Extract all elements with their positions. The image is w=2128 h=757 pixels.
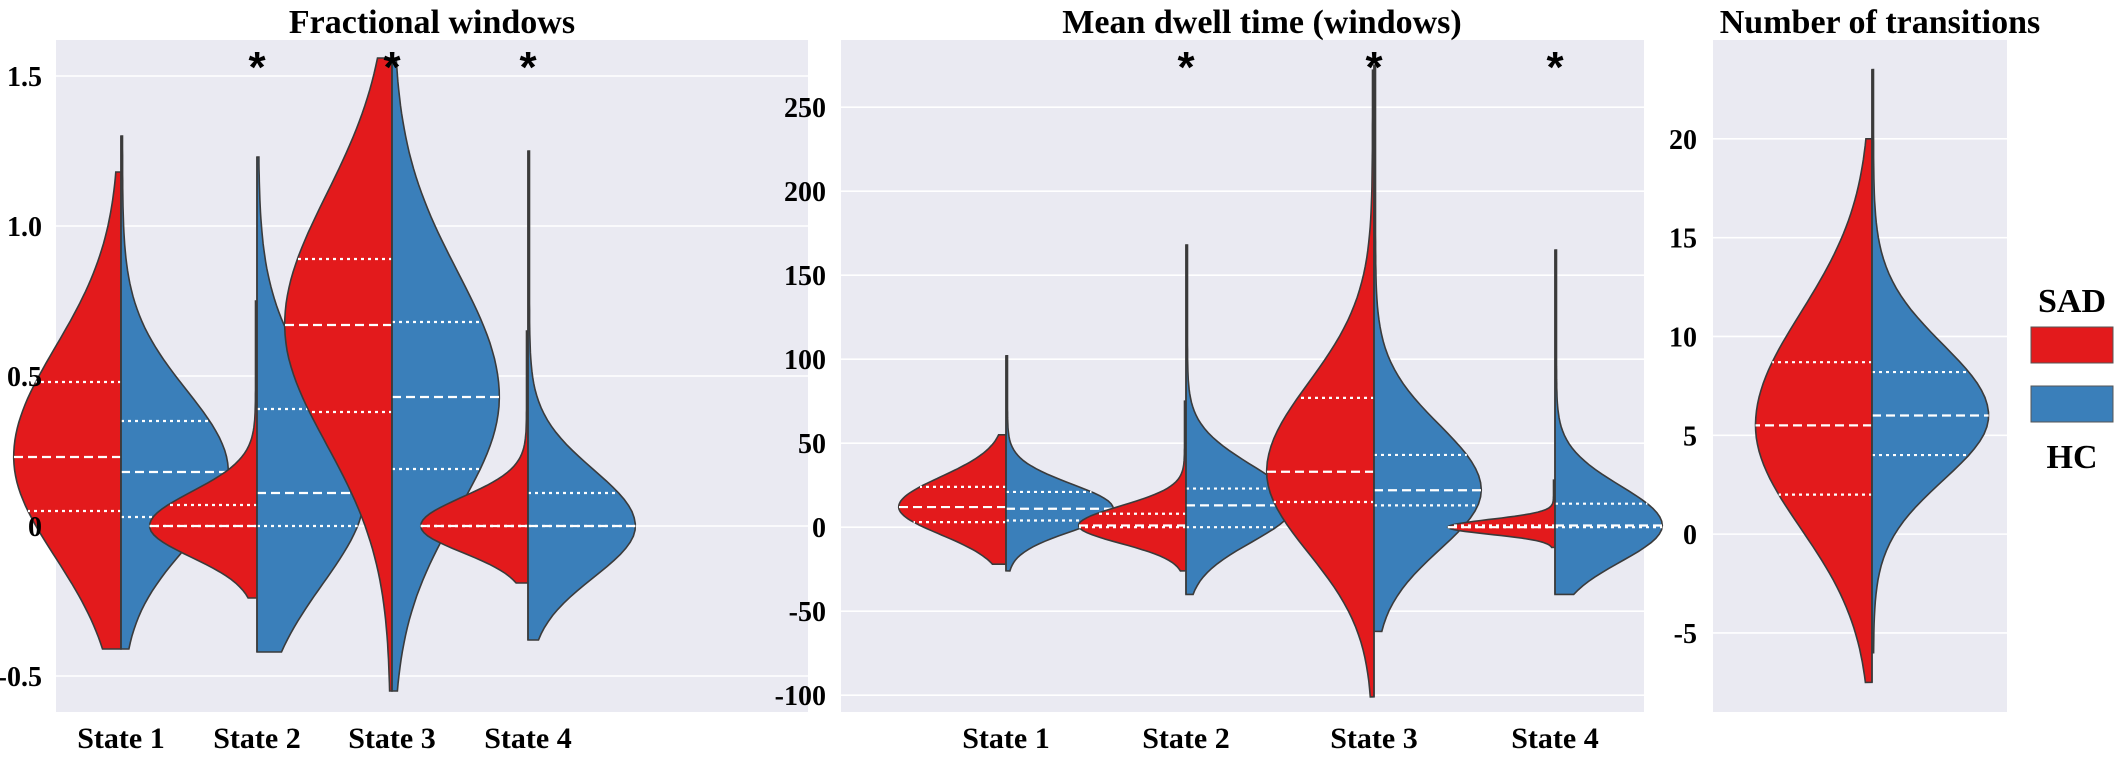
violin-half-hc xyxy=(1373,64,1483,633)
x-tick-label: State 2 xyxy=(213,722,300,755)
violin-half-sad xyxy=(1265,69,1375,698)
y-tick-label: 200 xyxy=(784,177,826,208)
violin-half-sad xyxy=(283,57,393,692)
significance-marker: * xyxy=(383,43,401,92)
y-tick-label: 100 xyxy=(784,345,826,376)
violin-half-sad xyxy=(419,330,529,584)
violin-half-hc xyxy=(1554,249,1664,596)
y-tick-label: 150 xyxy=(784,261,826,292)
x-tick-label: State 2 xyxy=(1142,722,1229,755)
y-tick-label: 0.5 xyxy=(7,362,42,393)
y-tick-label: 0 xyxy=(28,512,42,543)
y-tick-label: -50 xyxy=(789,597,826,628)
significance-marker: * xyxy=(1365,43,1383,92)
violin-half-hc xyxy=(1185,244,1295,596)
violin-layer xyxy=(12,57,1990,698)
y-tick-label: 15 xyxy=(1669,224,1697,255)
legend-swatch-sad xyxy=(2030,326,2114,364)
violin-half-sad xyxy=(12,171,122,650)
y-tick-label: -0.5 xyxy=(0,662,42,693)
x-tick-label: State 1 xyxy=(962,722,1049,755)
y-tick-label: 0 xyxy=(812,513,826,544)
x-tick-label: State 1 xyxy=(77,722,164,755)
x-tick-label: State 3 xyxy=(1330,722,1417,755)
legend: SAD HC xyxy=(2030,283,2114,476)
significance-marker: * xyxy=(519,43,537,92)
y-tick-label: 1.5 xyxy=(7,62,42,93)
violin-half-sad xyxy=(1446,479,1556,549)
significance-marker: * xyxy=(248,43,266,92)
legend-label-hc: HC xyxy=(2047,439,2098,476)
y-tick-label: 250 xyxy=(784,93,826,124)
x-tick-label: State 4 xyxy=(484,722,571,755)
panel-0-title: Fractional windows xyxy=(289,4,575,41)
violin-half-sad xyxy=(1077,400,1187,572)
panel-1-title: Mean dwell time (windows) xyxy=(1062,4,1461,41)
y-tick-label: -5 xyxy=(1674,619,1697,650)
violin-half-hc xyxy=(1871,68,1990,654)
panel-1-background xyxy=(841,40,1644,712)
y-tick-label: 0 xyxy=(1683,520,1697,551)
legend-label-sad: SAD xyxy=(2038,283,2106,320)
violin-half-hc xyxy=(391,57,501,692)
y-tick-label: 5 xyxy=(1683,421,1697,452)
label-layer: -0.5 0 0.5 1.0 1.5 State 1 State 2 State 3 State… xyxy=(0,43,1697,755)
violin-half-hc xyxy=(527,150,637,641)
y-tick-label: 50 xyxy=(798,429,826,460)
panel-2-title: Number of transitions xyxy=(1720,4,2041,41)
violin-half-sad xyxy=(1754,137,1873,684)
y-tick-label: 10 xyxy=(1669,322,1697,353)
x-tick-label: State 3 xyxy=(348,722,435,755)
violin-half-sad xyxy=(148,300,258,599)
y-tick-label: 20 xyxy=(1669,125,1697,156)
significance-marker: * xyxy=(1546,43,1564,92)
legend-swatch-hc xyxy=(2030,385,2114,423)
x-tick-label: State 4 xyxy=(1511,722,1598,755)
y-tick-label: 1.0 xyxy=(7,212,42,243)
significance-marker: * xyxy=(1177,43,1195,92)
y-tick-label: -100 xyxy=(775,681,826,712)
violin-half-sad xyxy=(897,434,1007,566)
